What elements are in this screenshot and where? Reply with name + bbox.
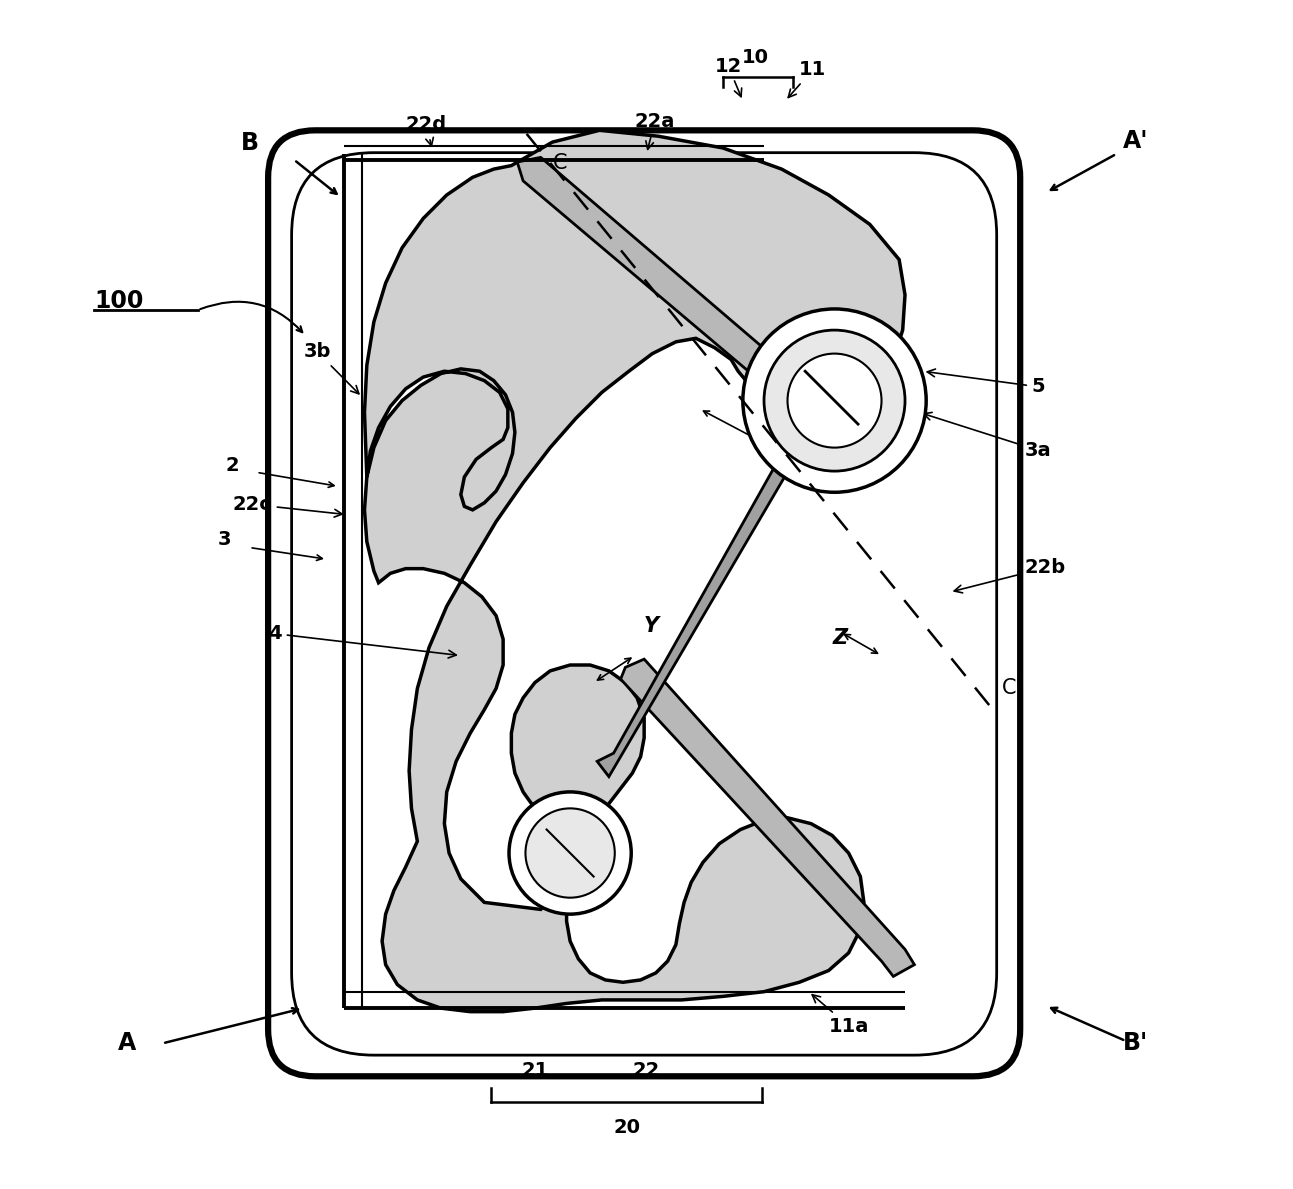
Polygon shape: [517, 157, 848, 435]
Text: 5: 5: [927, 369, 1046, 396]
Text: 2: 2: [226, 457, 239, 476]
Circle shape: [787, 353, 882, 447]
Text: 22a: 22a: [635, 112, 675, 150]
Text: X: X: [762, 404, 778, 424]
Text: 11a: 11a: [812, 995, 869, 1036]
Text: 22: 22: [632, 1062, 661, 1081]
Text: C': C': [1001, 679, 1021, 698]
Polygon shape: [621, 659, 914, 976]
Text: 100: 100: [94, 289, 144, 313]
Text: Y: Y: [644, 616, 659, 636]
Polygon shape: [365, 131, 905, 1012]
Text: B: B: [240, 131, 259, 156]
Circle shape: [764, 331, 905, 471]
Circle shape: [509, 792, 631, 914]
Text: 11: 11: [789, 61, 826, 97]
Text: A: A: [118, 1031, 136, 1056]
Text: 3a: 3a: [923, 413, 1051, 460]
Text: 12: 12: [715, 57, 742, 96]
Text: Z: Z: [833, 628, 847, 648]
Circle shape: [743, 309, 926, 492]
Text: 3: 3: [217, 530, 231, 549]
Text: 22b: 22b: [954, 559, 1065, 593]
Text: 22d: 22d: [406, 115, 446, 146]
Text: C: C: [552, 153, 568, 174]
Circle shape: [525, 809, 614, 898]
Text: 3b: 3b: [304, 342, 359, 394]
Text: B': B': [1122, 1031, 1148, 1056]
Text: 22c: 22c: [233, 495, 343, 517]
Text: 10: 10: [742, 49, 769, 68]
FancyBboxPatch shape: [268, 131, 1020, 1076]
Text: 20: 20: [613, 1118, 640, 1137]
Text: 21: 21: [521, 1062, 548, 1081]
Text: A': A': [1122, 128, 1148, 153]
Polygon shape: [597, 413, 821, 776]
Text: 4: 4: [268, 624, 456, 658]
